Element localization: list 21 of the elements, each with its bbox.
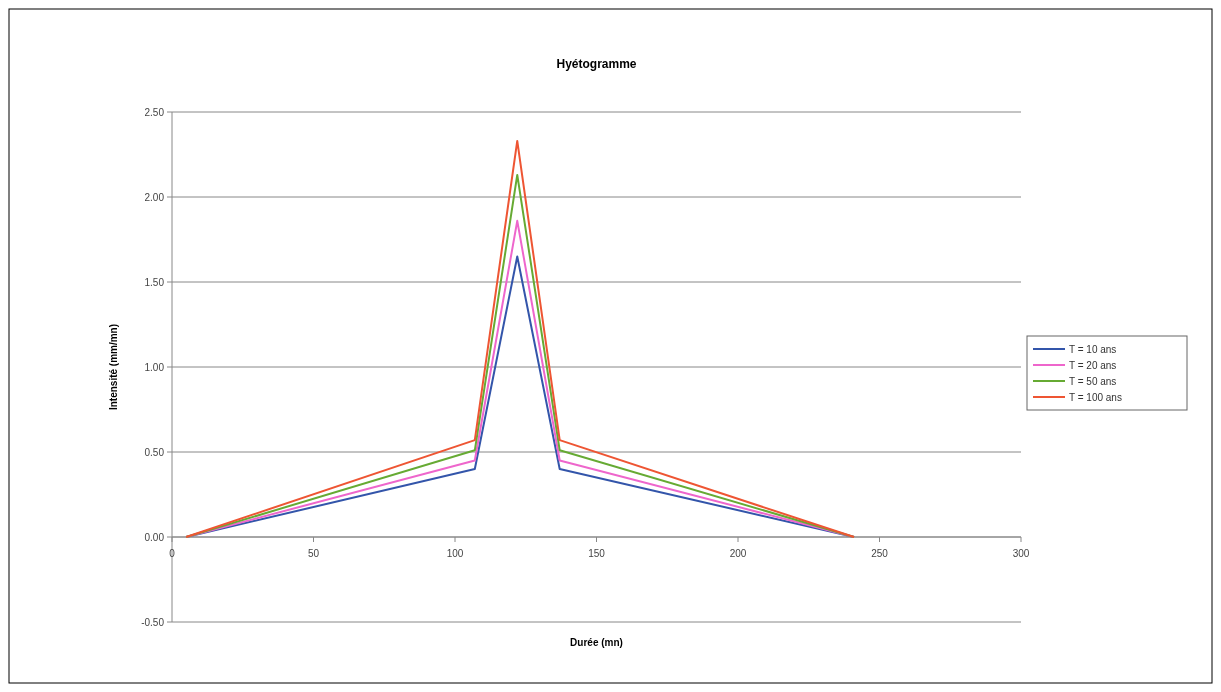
x-tick-label: 50: [307, 548, 320, 559]
x-tick-label: 0: [169, 548, 176, 559]
y-tick-label: -0.50: [141, 617, 165, 628]
y-tick-label: 1.50: [144, 277, 165, 288]
y-tick-label: 1.00: [144, 362, 165, 373]
x-tick-label: 300: [1012, 548, 1030, 559]
legend-label: T = 20 ans: [1069, 360, 1117, 371]
legend-label: T = 10 ans: [1069, 344, 1117, 355]
x-tick-label: 250: [871, 548, 889, 559]
x-tick-label: 200: [729, 548, 747, 559]
chart-title: Hyétogramme: [556, 57, 637, 71]
x-tick-label: 150: [588, 548, 606, 559]
x-tick-label: 100: [446, 548, 464, 559]
x-axis-title: Durée (mn): [570, 637, 623, 648]
legend-label: T = 50 ans: [1069, 376, 1117, 387]
y-axis-title: Intensité (mm/mn): [108, 323, 119, 411]
y-tick-label: 0.00: [144, 532, 165, 543]
legend-label: T = 100 ans: [1069, 392, 1122, 403]
y-tick-label: 0.50: [144, 447, 165, 458]
y-tick-label: 2.50: [144, 107, 165, 118]
y-tick-label: 2.00: [144, 192, 165, 203]
